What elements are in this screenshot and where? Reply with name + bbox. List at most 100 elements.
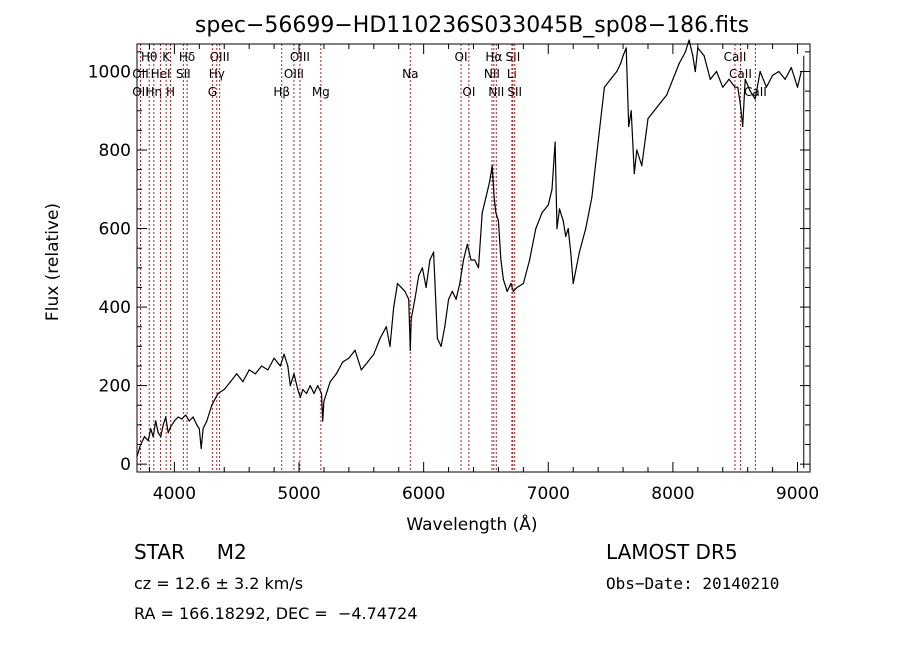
spectrum-point (409, 349, 411, 351)
spectrum-point (739, 102, 741, 104)
spectrum-point (177, 416, 179, 418)
spectrum-point (502, 278, 505, 281)
line-label: OIII (290, 50, 310, 64)
y-tick-label: 1000 (88, 62, 131, 82)
spectrum-point (506, 290, 508, 292)
y-axis-label: Flux (relative) (43, 203, 63, 321)
spectrum-point (289, 385, 291, 387)
spectrum-point (591, 196, 593, 198)
spectrum-point (329, 381, 331, 383)
spectrum-point (444, 326, 446, 328)
spectrum-point (389, 345, 391, 347)
plot-frame (136, 43, 811, 473)
spectrum-point (603, 86, 605, 88)
spectrum-point (418, 275, 420, 277)
spectrum-point (481, 212, 483, 214)
spectrum-point (354, 349, 356, 351)
spectrum-point (385, 326, 387, 328)
spectrum-point (551, 188, 553, 190)
line-label: NII (488, 85, 504, 99)
spectrum-point (628, 125, 630, 128)
spectrum-point (451, 290, 453, 292)
spectrum-point (293, 373, 295, 375)
spectrum-point (495, 212, 497, 214)
spectrum-point (528, 259, 531, 261)
spectrum-point (728, 78, 730, 80)
spectrum-point (749, 90, 751, 92)
line-label: Hα (485, 50, 502, 64)
spectrum-point (322, 420, 324, 422)
spectrum-point (585, 227, 587, 230)
spectrum-point (570, 251, 572, 253)
spectrum-point (254, 373, 256, 375)
spectrum-point (297, 388, 299, 391)
spectrum-point (162, 424, 164, 426)
spectrum-point (223, 388, 225, 391)
spectrum-point (647, 118, 649, 120)
spectrum-point (715, 70, 718, 73)
spectrum-point (778, 70, 780, 73)
spectrum-point (522, 282, 524, 285)
spectrum-point (633, 172, 635, 175)
spectrum-point (410, 318, 412, 320)
line-label: Hδ (179, 50, 195, 64)
spectrum-point (734, 86, 736, 88)
spectrum-point (360, 369, 362, 371)
x-tick-label: 9000 (776, 484, 819, 504)
line-label: SII (507, 85, 522, 99)
spectrum-point (784, 78, 786, 80)
spectrum-point (404, 290, 406, 292)
spectrum-point (493, 196, 495, 198)
spectrum-point (305, 392, 308, 395)
spectrum-point (267, 369, 269, 371)
line-label: Hθ (141, 50, 157, 64)
spectrum-point (567, 227, 569, 230)
spectrum-point (348, 357, 350, 359)
redshift-velocity: cz = 12.6 ± 3.2 km/s (134, 574, 304, 593)
spectrum-point (147, 439, 149, 442)
line-label: OIII (210, 50, 230, 64)
spectrum-point (287, 365, 289, 367)
spectrum-point (547, 204, 549, 206)
spectrum-point (181, 418, 183, 420)
spectrum-point (625, 47, 627, 49)
axes-layer: 4000 5000 6000 7000 8000 9000 0 200 400 600 800 100… (88, 43, 819, 504)
spectrum-point (703, 55, 705, 57)
spectrum-point (692, 55, 694, 57)
spectrum-point (229, 381, 232, 383)
spectrum-point (565, 235, 567, 238)
spectrum-point (192, 416, 194, 418)
spectrum-point (609, 78, 612, 80)
spectrum-point (261, 365, 263, 367)
spectrum-point (510, 282, 512, 285)
spectrum-point (491, 165, 493, 167)
spectrum-point (765, 86, 767, 88)
survey-name: LAMOST DR5 (606, 540, 738, 564)
line-label: CaII (729, 67, 752, 81)
spectrum-point (217, 392, 219, 395)
line-label: H (166, 85, 175, 99)
spectrum-point (709, 78, 711, 80)
spectrum-point (455, 298, 457, 300)
line-label: Hη (146, 85, 163, 99)
spectrum-point (790, 66, 792, 69)
spectrum-point (572, 282, 574, 285)
observation-date: Obs−Date: 20140210 (606, 574, 780, 593)
spectrum-point (408, 298, 410, 300)
spectrum-point (309, 385, 311, 387)
spectrum-point (436, 337, 438, 340)
spectrum-point (672, 78, 674, 80)
y-tick-label: 0 (120, 455, 131, 475)
spectrum-point (200, 447, 202, 450)
spectrum-point (754, 98, 756, 100)
spectrum-point (722, 86, 724, 88)
coordinates: RA = 166.18292, DEC = −4.74724 (134, 604, 418, 623)
spectrum-point (188, 420, 190, 422)
x-tick-label: 5000 (277, 484, 320, 504)
spectrum-point (489, 180, 491, 183)
spectrum-point (242, 381, 244, 383)
line-label: NII (484, 67, 500, 81)
spectrum-point (299, 396, 301, 398)
spectrum-point (597, 141, 599, 143)
spectrum-point (421, 267, 424, 269)
